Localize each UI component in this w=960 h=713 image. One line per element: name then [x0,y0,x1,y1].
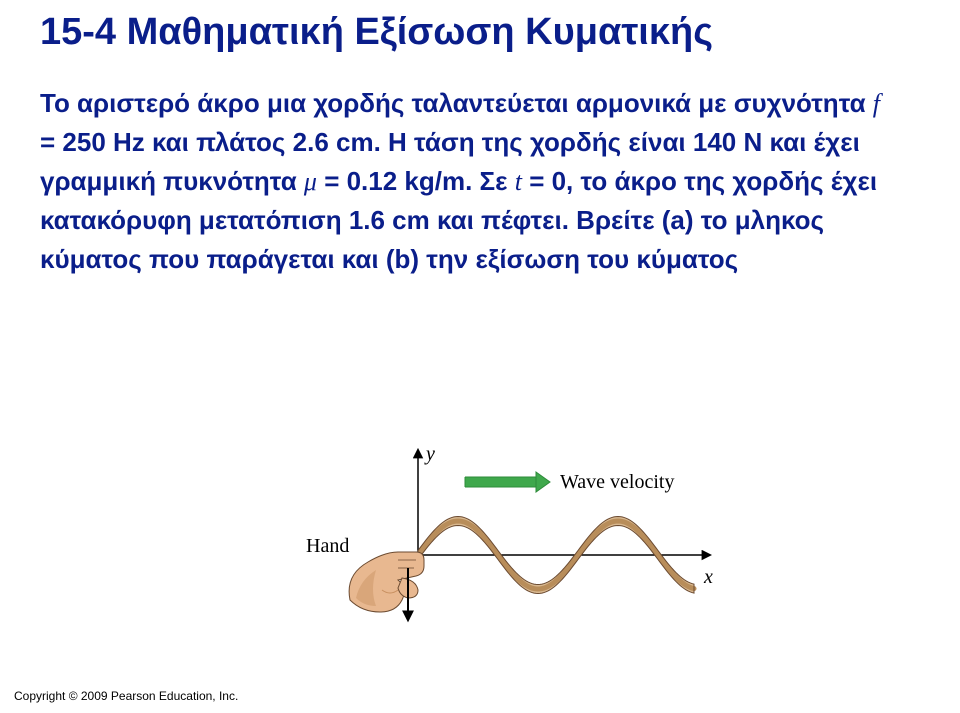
wave-figure: y x Wave velocity Hand [290,440,730,635]
symbol-f: f [873,89,880,118]
symbol-mu: μ [304,167,317,196]
symbol-t: t [515,167,522,196]
para-part-1: Το αριστερό άκρο μια χορδής ταλαντεύεται… [40,88,873,118]
svg-text:y: y [424,443,435,465]
para-part-3: = 0.12 kg/m. Σε [317,166,515,196]
problem-text: Το αριστερό άκρο μια χορδής ταλαντεύεται… [40,84,900,279]
svg-text:x: x [703,566,713,588]
copyright-notice: Copyright © 2009 Pearson Education, Inc. [14,689,238,703]
svg-text:Wave velocity: Wave velocity [560,471,674,493]
svg-text:Hand: Hand [306,535,349,557]
section-title: 15-4 Μαθηματική Εξίσωση Κυματικής [40,10,920,56]
